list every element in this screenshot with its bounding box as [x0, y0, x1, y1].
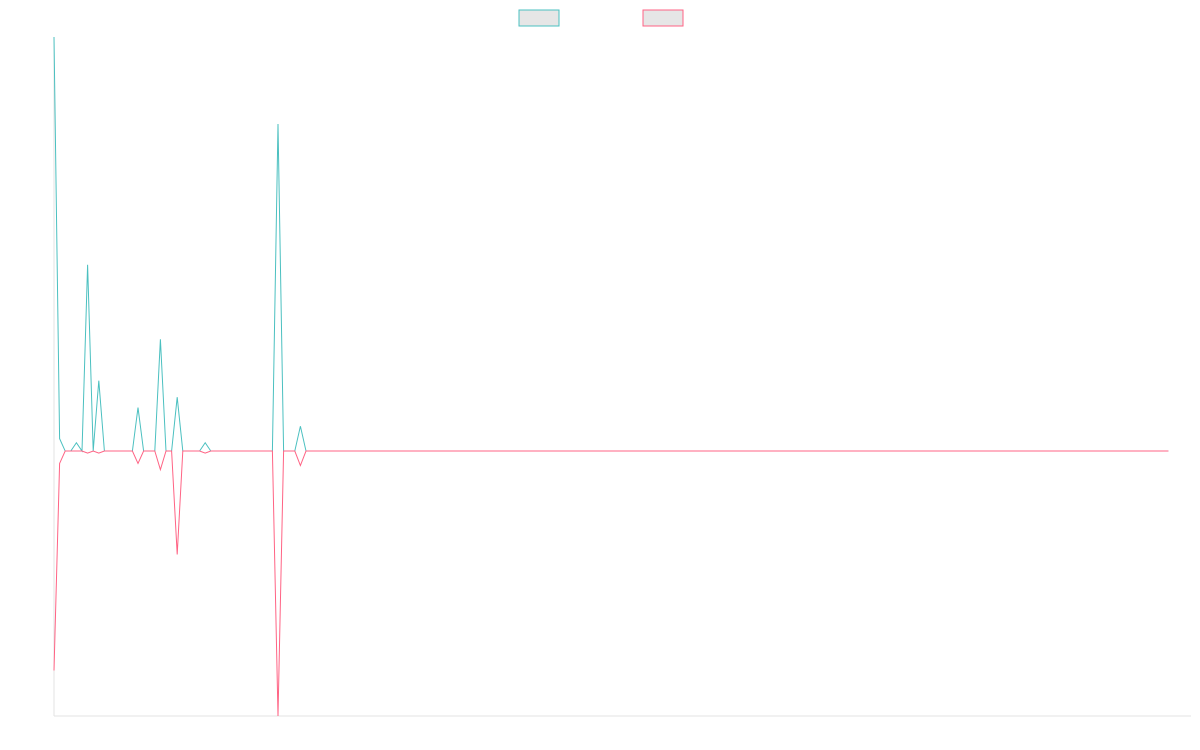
series-2-line — [53, 450, 1169, 717]
series-1 — [53, 36, 1169, 453]
legend-item-2[interactable] — [642, 9, 684, 27]
series-layer — [53, 36, 1169, 717]
legend — [518, 9, 684, 27]
legend-swatch[interactable] — [642, 9, 684, 27]
axes — [53, 37, 1191, 717]
legend-item-1[interactable] — [518, 9, 560, 27]
series-2 — [53, 450, 1169, 717]
series-1-line — [53, 36, 1169, 453]
legend-swatch[interactable] — [518, 9, 560, 27]
